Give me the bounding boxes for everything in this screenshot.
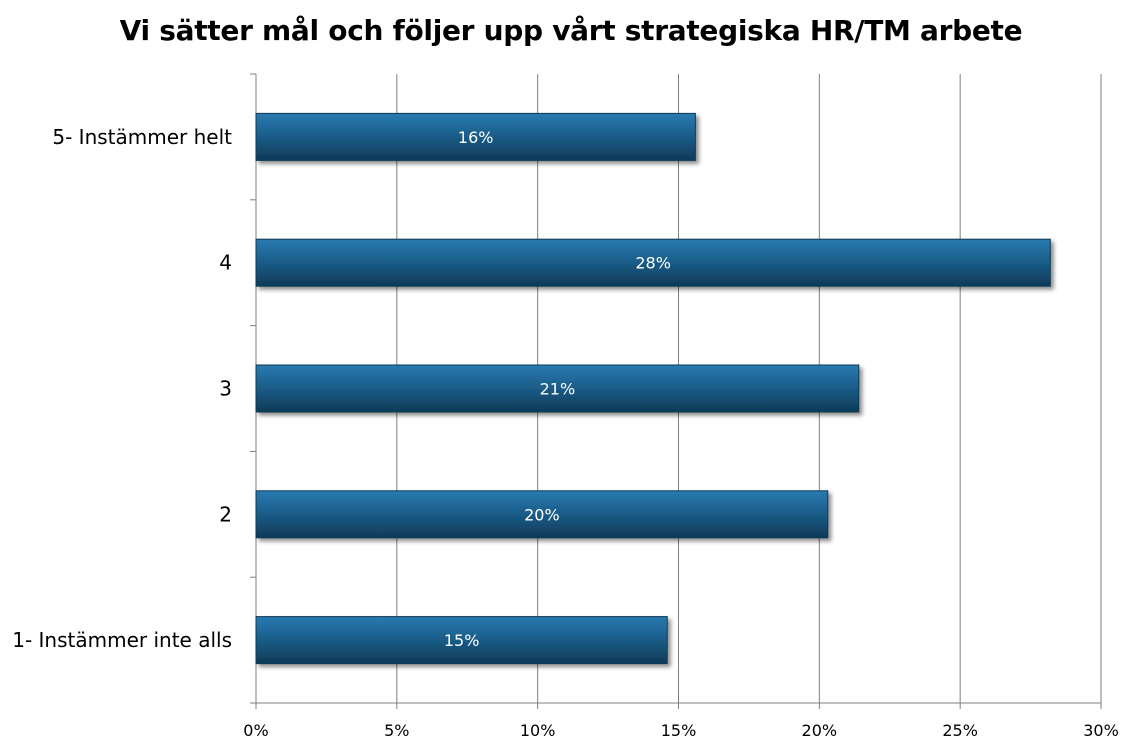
category-label: 1- Instämmer inte alls bbox=[12, 628, 232, 652]
x-tick-label: 15% bbox=[661, 721, 697, 740]
bar-data-label: 21% bbox=[540, 380, 576, 399]
bar-data-label: 16% bbox=[458, 128, 494, 147]
x-tick-label: 30% bbox=[1083, 721, 1119, 740]
bar-3 bbox=[255, 364, 860, 413]
category-label: 4 bbox=[219, 251, 232, 275]
bar-5 bbox=[255, 616, 668, 665]
bar-data-label: 20% bbox=[524, 505, 560, 524]
x-tick-label: 25% bbox=[942, 721, 978, 740]
x-tick-label: 0% bbox=[243, 721, 268, 740]
x-tick-label: 20% bbox=[802, 721, 838, 740]
bar-2 bbox=[255, 238, 1051, 287]
bar-data-label: 28% bbox=[635, 254, 671, 273]
labels: 0% 5% 10% 15% 20% 25% 30% 16% 5- Instämmer helt 2… bbox=[12, 125, 1119, 740]
category-label: 2 bbox=[219, 502, 232, 526]
x-tick-label: 10% bbox=[520, 721, 556, 740]
bars bbox=[255, 112, 1051, 665]
bar-1 bbox=[255, 112, 696, 161]
category-label: 5- Instämmer helt bbox=[52, 125, 232, 149]
category-label: 3 bbox=[219, 377, 232, 401]
x-tick-label: 5% bbox=[384, 721, 409, 740]
chart-title: Vi sätter mål och följer upp vårt strate… bbox=[119, 14, 1023, 47]
bar-data-label: 15% bbox=[444, 631, 480, 650]
bar-4 bbox=[255, 490, 829, 539]
